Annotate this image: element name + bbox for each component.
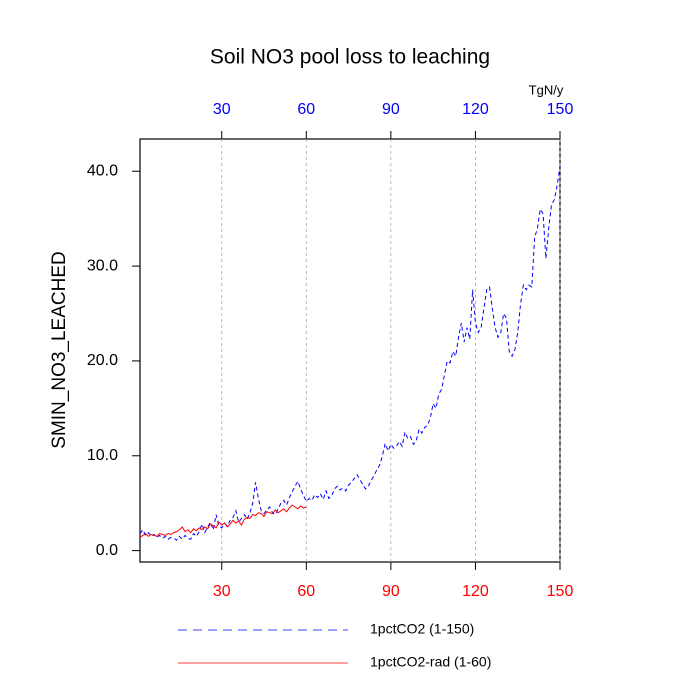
series-line	[139, 166, 561, 541]
y-tick-label: 0.0	[96, 542, 118, 559]
y-axis-label: SMIN_NO3_LEACHED	[49, 251, 70, 448]
x2-tick-label: 150	[547, 101, 574, 118]
chart-title: Soil NO3 pool loss to leaching	[210, 46, 490, 69]
plot-frame	[139, 138, 561, 563]
x-tick-label: 150	[547, 583, 574, 600]
x-tick-label: 30	[213, 583, 231, 600]
x2-tick-label: 30	[213, 101, 231, 118]
x2-axis-label: TgN/y	[529, 82, 564, 97]
x-tick-label: 120	[462, 583, 489, 600]
y-tick-label: 40.0	[87, 162, 118, 179]
x2-tick-label: 90	[382, 101, 400, 118]
legend-label: 1pctCO2 (1-150)	[370, 621, 474, 637]
series-line	[139, 504, 307, 538]
x2-tick-label: 120	[462, 101, 489, 118]
y-tick-label: 20.0	[87, 352, 118, 369]
x-tick-label: 90	[382, 583, 400, 600]
y-tick-label: 30.0	[87, 257, 118, 274]
legend-label: 1pctCO2-rad (1-60)	[370, 654, 491, 670]
x2-tick-label: 60	[297, 101, 315, 118]
x-tick-label: 60	[297, 583, 315, 600]
y-tick-label: 10.0	[87, 447, 118, 464]
